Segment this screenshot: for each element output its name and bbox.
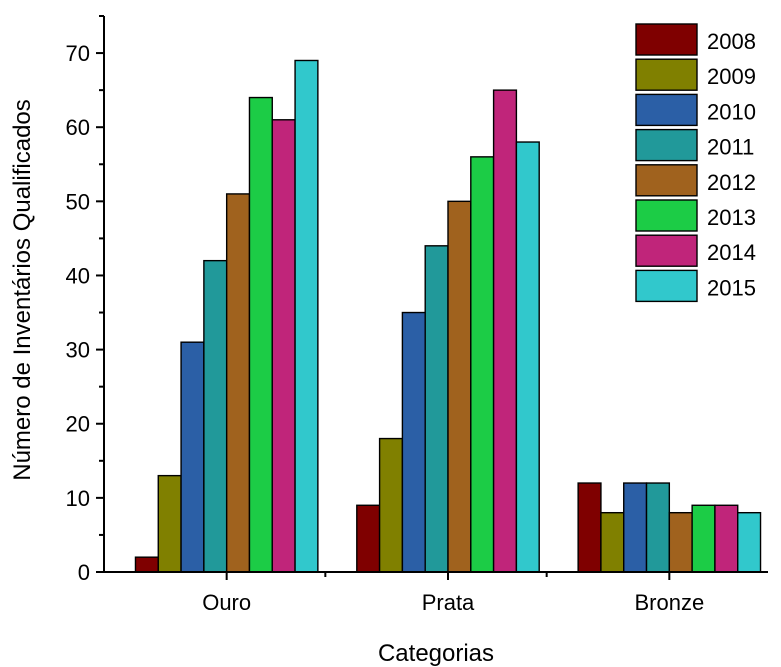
legend-swatch-2010 <box>635 93 698 127</box>
legend-swatch-2009 <box>635 58 698 91</box>
legend-label-2009: 2009 <box>707 64 756 89</box>
y-tick-label: 10 <box>66 486 90 511</box>
y-tick-label: 20 <box>66 412 90 437</box>
bar-prata-2008 <box>356 504 381 573</box>
bar-bronze-2011 <box>645 482 671 573</box>
legend-label-2012: 2012 <box>707 170 756 195</box>
x-axis-title: Categorias <box>378 640 494 667</box>
bar-bronze-2014 <box>714 504 739 573</box>
bar-ouro-2012 <box>225 193 251 573</box>
bar-ouro-2011 <box>203 259 228 573</box>
bar-prata-2015 <box>515 141 540 573</box>
legend: 2008 2009 2010 2011 2012 2013 2014 2015 <box>635 23 756 303</box>
legend-swatch-2011 <box>635 128 698 162</box>
bar-ouro-2015 <box>294 59 319 573</box>
y-ticks-layer: 0 10 20 30 40 50 60 70 <box>66 15 104 585</box>
bar-ouro-2008 <box>134 556 159 573</box>
x-tick-label-bronze: Bronze <box>634 590 704 615</box>
legend-label-2015: 2015 <box>707 275 756 300</box>
legend-label-2010: 2010 <box>707 99 756 124</box>
legend-label-2008: 2008 <box>707 29 756 54</box>
bar-ouro-2009 <box>157 474 182 573</box>
legend-label-2014: 2014 <box>707 240 756 265</box>
y-tick-label: 40 <box>66 263 90 288</box>
bar-prata-2013 <box>470 156 495 573</box>
bar-bronze-2012 <box>668 511 693 573</box>
bar-bronze-2010 <box>623 482 648 573</box>
y-tick-label: 0 <box>78 560 90 585</box>
bar-prata-2010 <box>401 311 426 573</box>
bar-prata-2012 <box>447 200 472 573</box>
bars-layer <box>134 59 762 573</box>
bar-ouro-2013 <box>248 96 273 573</box>
x-tick-label-ouro: Ouro <box>202 590 251 615</box>
axes-layer <box>103 16 768 573</box>
legend-label-2011: 2011 <box>707 135 754 160</box>
bar-prata-2011 <box>424 245 449 573</box>
bar-prata-2014 <box>492 89 518 573</box>
y-tick-label: 70 <box>66 41 90 66</box>
legend-swatch-2012 <box>635 164 698 197</box>
y-tick-label: 50 <box>66 189 90 214</box>
legend-swatch-2015 <box>635 269 698 303</box>
legend-label-2013: 2013 <box>707 205 756 230</box>
bar-ouro-2010 <box>180 341 205 573</box>
x-tick-label-prata: Prata <box>422 590 475 615</box>
y-tick-label: 30 <box>66 338 90 363</box>
x-ticks-layer: Ouro Prata Bronze <box>202 572 704 615</box>
bar-ouro-2014 <box>271 119 296 573</box>
legend-swatch-2013 <box>635 199 698 232</box>
bar-bronze-2008 <box>577 482 602 573</box>
legend-swatch-2014 <box>635 234 698 267</box>
y-axis-title: Número de Inventários Qualificados <box>9 99 36 481</box>
bar-bronze-2013 <box>691 504 716 573</box>
bar-prata-2009 <box>378 437 404 573</box>
bar-bronze-2009 <box>600 511 625 573</box>
bar-bronze-2015 <box>737 511 762 573</box>
legend-swatch-2008 <box>635 23 698 56</box>
y-tick-label: 60 <box>66 115 90 140</box>
